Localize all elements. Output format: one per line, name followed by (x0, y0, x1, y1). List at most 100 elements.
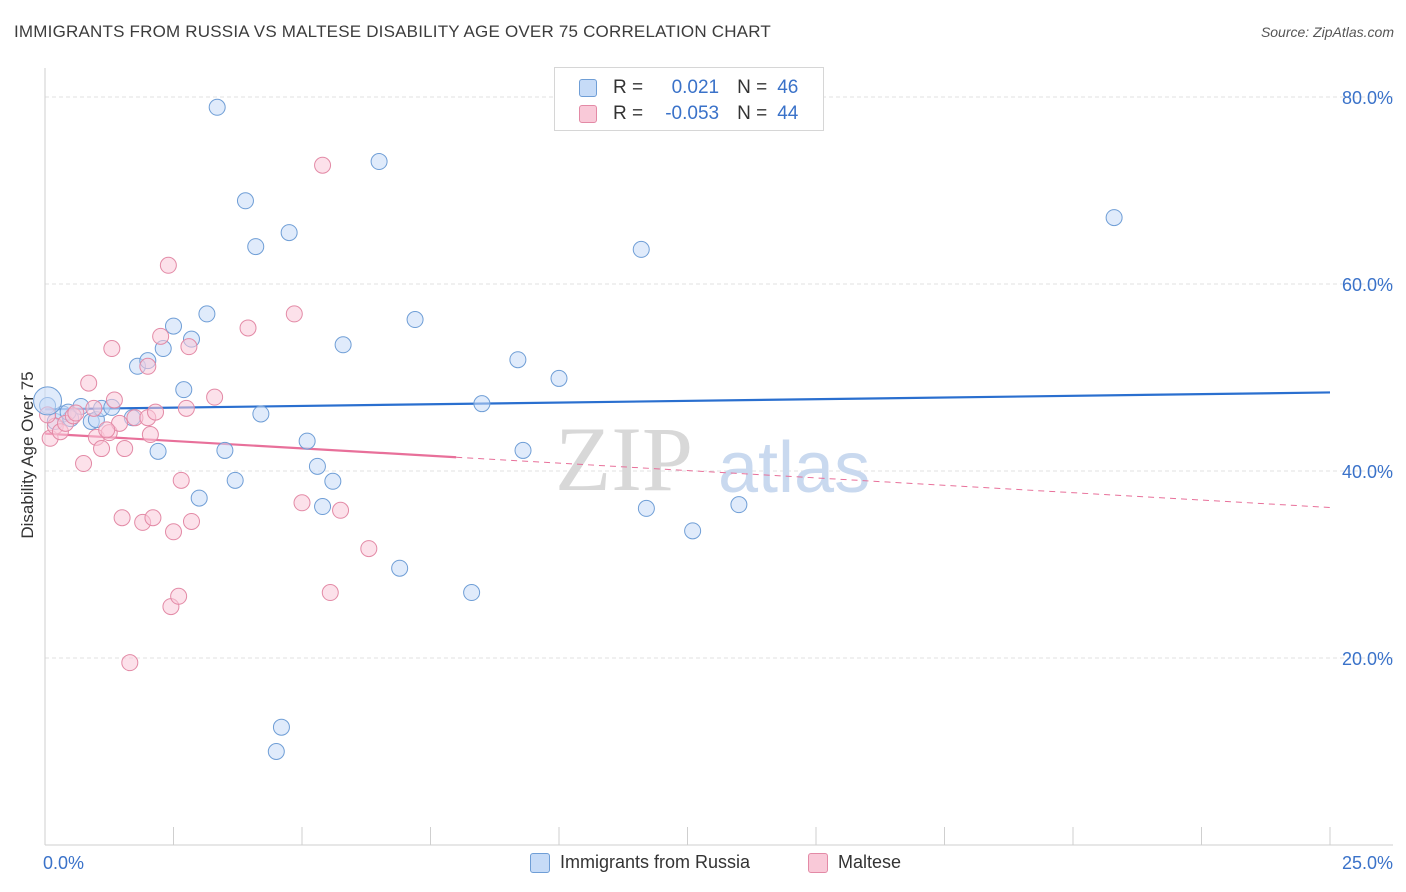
point-maltese (293, 494, 311, 512)
point-maltese (314, 156, 332, 174)
point-russia (280, 224, 298, 242)
point-russia (190, 489, 208, 507)
legend-swatch-russia (579, 79, 597, 97)
x-tick-label: 25.0% (1342, 853, 1393, 873)
point-maltese (139, 357, 157, 375)
point-russia (175, 381, 193, 399)
legend-r-label: R = (613, 77, 644, 98)
point-russia (324, 472, 342, 490)
source-label: Source: ZipAtlas.com (1260, 24, 1394, 40)
watermark-atlas: atlas (718, 428, 870, 508)
y-axis-label: Disability Age Over 75 (18, 371, 37, 538)
chart-title: IMMIGRANTS FROM RUSSIA VS MALTESE DISABI… (14, 22, 771, 41)
legend-r-value: 0.021 (671, 77, 720, 98)
point-maltese (360, 540, 378, 558)
trend-line-russia (44, 391, 1331, 411)
tick-labels: 20.0% 40.0% 60.0% 80.0% 0.0% 25.0% (43, 88, 1393, 873)
legend-r-label: R = (613, 103, 644, 124)
point-maltese (206, 388, 224, 406)
point-maltese (332, 501, 350, 519)
point-maltese (152, 327, 170, 345)
point-russia (272, 718, 290, 736)
point-maltese (239, 319, 257, 337)
legend-row-maltese: R = -0.053 N = 44 (579, 103, 798, 125)
point-maltese (172, 471, 190, 489)
point-maltese (67, 404, 85, 422)
point-russia (216, 441, 234, 459)
point-russia (406, 311, 424, 329)
legend-n-value: 44 (777, 103, 799, 124)
y-tick-label: 20.0% (1342, 649, 1393, 669)
point-maltese (80, 374, 98, 392)
point-maltese (105, 391, 123, 409)
point-maltese (180, 338, 198, 356)
point-russia (298, 432, 316, 450)
point-maltese (147, 403, 165, 421)
point-maltese (144, 509, 162, 527)
point-russia (236, 192, 254, 210)
point-maltese (75, 455, 93, 473)
point-russia (267, 743, 285, 760)
point-maltese (113, 509, 131, 527)
y-tick-label: 40.0% (1342, 462, 1393, 482)
point-maltese (116, 440, 134, 458)
point-russia (730, 496, 748, 514)
series-legend: Immigrants from Russia Maltese (0, 852, 1406, 876)
axes (44, 68, 1393, 846)
legend-label-maltese: Maltese (838, 852, 902, 872)
point-russia (632, 240, 650, 258)
point-russia (198, 305, 216, 323)
point-russia (391, 559, 409, 577)
point-maltese (321, 584, 339, 602)
point-russia (308, 457, 326, 475)
grid-lines (45, 96, 1393, 659)
legend-n-label: N = (737, 103, 768, 124)
data-points (33, 98, 1123, 760)
watermark-zip: ZIP (555, 408, 693, 510)
point-russia (226, 471, 244, 489)
point-russia (514, 441, 532, 459)
point-russia (509, 351, 527, 369)
point-maltese (121, 654, 139, 672)
point-russia (684, 522, 702, 540)
legend-item-russia[interactable]: Immigrants from Russia (530, 852, 750, 873)
y-tick-label: 60.0% (1342, 275, 1393, 295)
point-maltese (170, 587, 188, 605)
legend-swatch-russia (530, 852, 550, 873)
point-russia (208, 98, 226, 116)
point-maltese (159, 256, 177, 274)
point-maltese (165, 523, 182, 541)
point-maltese (177, 399, 195, 417)
point-russia-cluster (33, 386, 63, 416)
legend-n-label: N = (737, 77, 768, 98)
point-maltese (285, 305, 303, 323)
correlation-legend: R = 0.021 N = 46 R = -0.053 N = 44 (554, 67, 824, 131)
legend-label-russia: Immigrants from Russia (560, 852, 751, 872)
point-russia (334, 336, 352, 354)
point-russia (550, 369, 568, 387)
legend-swatch-maltese (579, 105, 597, 123)
point-maltese (85, 399, 103, 417)
legend-n-value: 46 (777, 77, 799, 98)
watermark: ZIP atlas (555, 408, 870, 510)
point-russia (247, 238, 265, 256)
point-russia (473, 395, 491, 413)
point-russia (314, 498, 332, 516)
legend-r-value: -0.053 (665, 103, 720, 124)
trend-line-dashed-maltese (456, 456, 1331, 508)
point-maltese (182, 512, 200, 530)
legend-item-maltese[interactable]: Maltese (808, 852, 901, 873)
point-russia (252, 405, 270, 423)
x-tick-label: 0.0% (43, 853, 84, 873)
point-russia (165, 317, 182, 335)
point-maltese (141, 426, 159, 444)
point-russia (463, 584, 481, 602)
point-maltese (103, 340, 121, 358)
point-russia (1105, 209, 1123, 227)
point-russia (370, 153, 388, 171)
legend-row-russia: R = 0.021 N = 46 (579, 77, 798, 99)
point-maltese (98, 421, 116, 439)
point-maltese (93, 440, 111, 458)
point-russia (149, 442, 167, 460)
